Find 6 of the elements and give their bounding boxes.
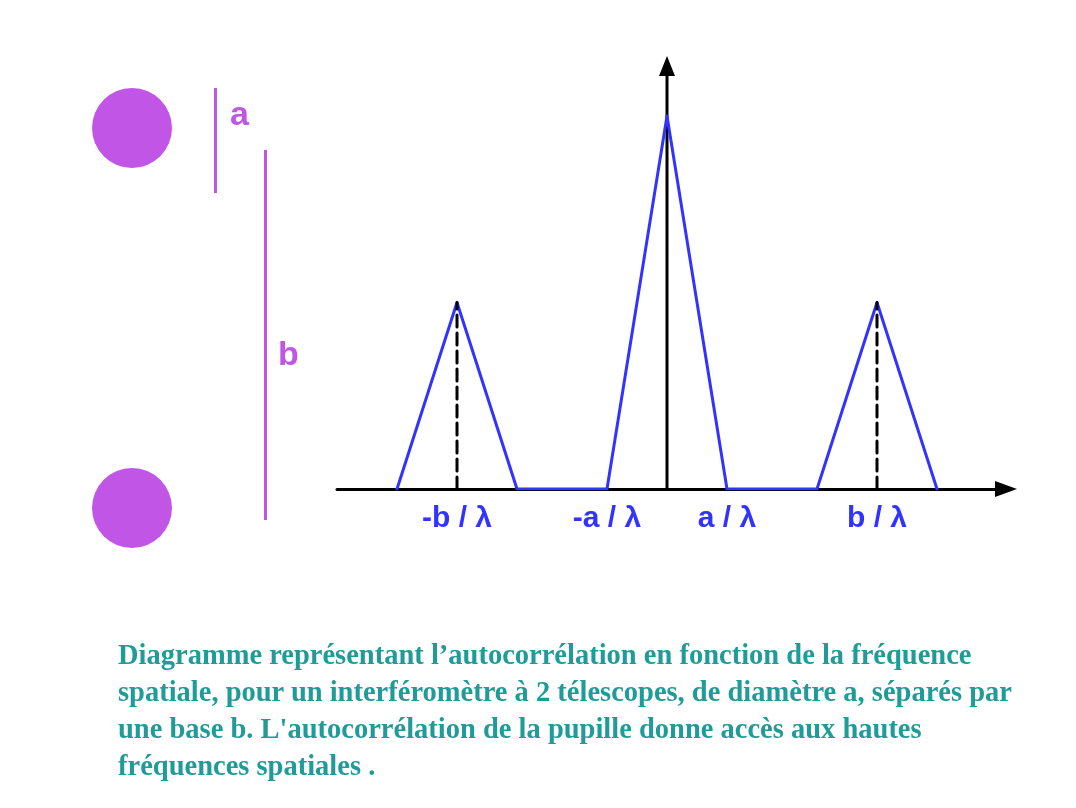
x-tick-label: -b / λ — [421, 499, 493, 533]
x-tick-label: -a / λ — [572, 499, 642, 533]
x-tick-label: a / λ — [697, 499, 757, 533]
telescope-pupils: a b — [92, 88, 312, 548]
text: Diagramme représentant l’autocorrélation en fonction de la fréquence spatiale, pour un interféromètre à 2 télescopes, de diamètre a, séparés par une base b. L'autocorrélation de la pupille donne accès aux hautes fréquences spatiales . — [118, 638, 1013, 783]
x-tick-label: b / λ — [846, 499, 908, 533]
